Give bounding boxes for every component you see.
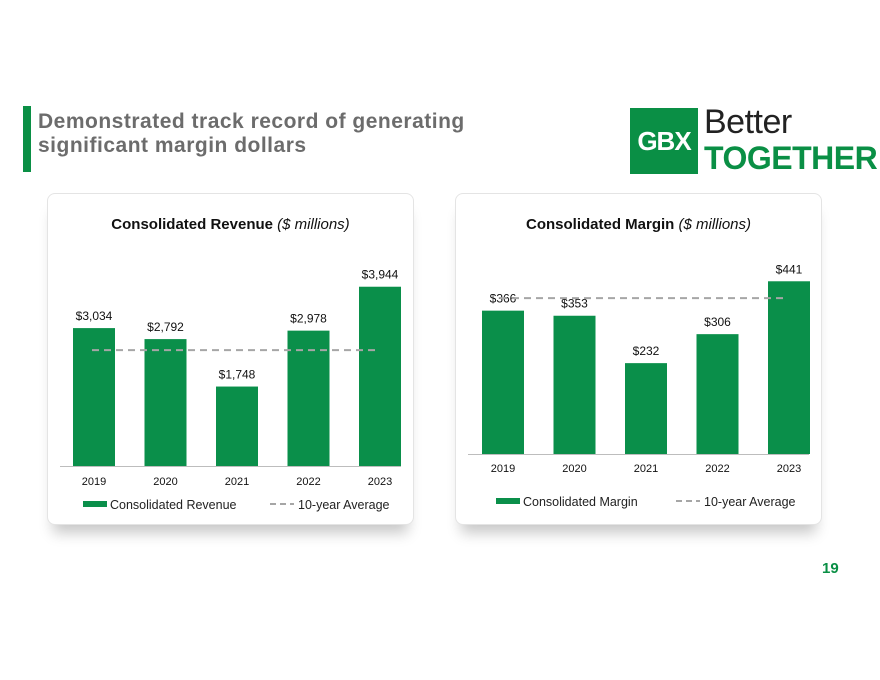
legend-label-bars: Consolidated Margin xyxy=(523,495,638,509)
bar-2020 xyxy=(553,315,596,454)
slide-title: Demonstrated track record of generating … xyxy=(38,110,465,157)
x-tick-2019: 2019 xyxy=(491,463,515,475)
logo-together-text: TOGETHER xyxy=(704,140,878,176)
x-tick-2021: 2021 xyxy=(225,476,249,488)
x-tick-2020: 2020 xyxy=(562,463,586,475)
title-accent-bar xyxy=(23,106,31,172)
bar-2019 xyxy=(482,310,524,454)
revenue-chart-card: Consolidated Revenue ($ millions) $3,034… xyxy=(47,193,414,525)
x-tick-2023: 2023 xyxy=(368,476,392,488)
data-label-2019: $3,034 xyxy=(76,309,113,323)
data-label-2021: $1,748 xyxy=(219,368,256,382)
legend-label-average: 10-year Average xyxy=(704,495,796,509)
data-label-2020: $353 xyxy=(561,297,588,311)
margin-chart-title: Consolidated Margin ($ millions) xyxy=(456,216,821,233)
legend-label-average: 10-year Average xyxy=(298,498,390,512)
data-label-2021: $232 xyxy=(633,344,660,358)
data-label-2022: $306 xyxy=(704,315,731,329)
data-label-2023: $441 xyxy=(776,262,803,276)
x-tick-2021: 2021 xyxy=(634,463,658,475)
bar-2019 xyxy=(73,328,115,466)
x-tick-2020: 2020 xyxy=(153,476,177,488)
legend-label-bars: Consolidated Revenue xyxy=(110,498,237,512)
revenue-chart: $3,034 2019 $2,792 2020 $1,748 2021 $2,978 2022… xyxy=(60,268,401,512)
legend-swatch-bars xyxy=(83,501,107,507)
revenue-chart-title: Consolidated Revenue ($ millions) xyxy=(48,216,413,233)
legend-swatch-bars xyxy=(496,498,520,504)
page-number: 19 xyxy=(822,560,839,577)
revenue-title-units: ($ millions) xyxy=(277,216,350,233)
bar-2020 xyxy=(144,339,187,466)
bar-2023 xyxy=(768,281,810,454)
data-label-2020: $2,792 xyxy=(147,320,184,334)
revenue-title-bold: Consolidated Revenue xyxy=(111,216,273,233)
x-tick-2023: 2023 xyxy=(777,463,801,475)
data-label-2023: $3,944 xyxy=(362,268,399,282)
logo-mark: GBX xyxy=(630,108,698,174)
bar-2023 xyxy=(359,286,401,466)
bar-2021 xyxy=(216,386,258,466)
logo-better-text: Better xyxy=(704,103,792,141)
margin-chart-card: Consolidated Margin ($ millions) $366 201… xyxy=(455,193,822,525)
x-tick-2019: 2019 xyxy=(82,476,106,488)
bar-2022 xyxy=(287,330,330,466)
bar-2022 xyxy=(696,334,739,454)
bar-2021 xyxy=(625,363,667,454)
margin-title-bold: Consolidated Margin xyxy=(525,216,675,233)
gbx-logo: GBX Better TOGETHER xyxy=(630,103,878,176)
x-tick-2022: 2022 xyxy=(296,476,320,488)
data-label-2022: $2,978 xyxy=(290,312,327,326)
x-tick-2022: 2022 xyxy=(705,463,729,475)
margin-title-units: ($ millions) xyxy=(678,216,752,233)
margin-chart: $3662019$3532020$2322021$3062022$4412023… xyxy=(468,262,810,509)
